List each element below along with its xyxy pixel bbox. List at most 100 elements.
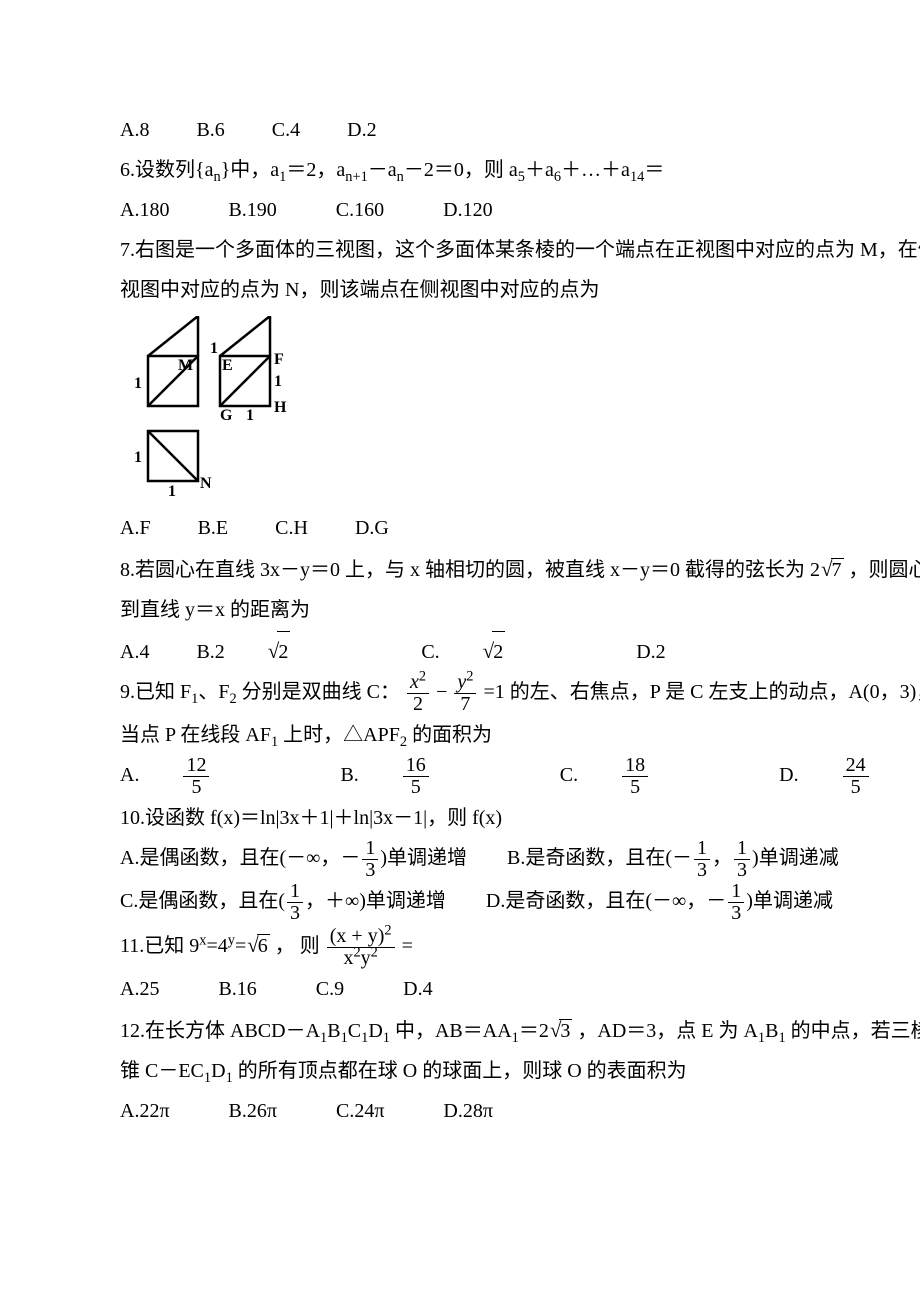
q6-sub7: 14	[630, 169, 644, 185]
q5-opt-d: D.2	[347, 110, 376, 150]
q6-opt-a: A.180	[120, 190, 169, 230]
q6-sub3: n+1	[345, 169, 368, 185]
q8-sqrt7: 7	[820, 548, 844, 590]
q8-opt-a: A.4	[120, 632, 149, 672]
q9-l2s2: 2	[400, 734, 407, 750]
q9-minus: −	[436, 681, 447, 703]
q9-opt-c: C.185	[560, 755, 732, 798]
q7-opt-d: D.G	[355, 508, 389, 548]
lbl-H: H	[274, 399, 287, 416]
lbl-N: N	[200, 475, 212, 492]
q9-options: A.125 B.165 C.185 D.245	[120, 755, 920, 798]
q10-opt-a: A.是偶函数，且在(－∞，－13)单调递增	[120, 838, 467, 881]
q5-opt-c: C.4	[272, 110, 300, 150]
q12-opt-a: A.22π	[120, 1091, 170, 1131]
q8-opt-b: B.22	[196, 630, 374, 672]
q8-opt-c: C.2	[421, 630, 589, 672]
q6-sub1: n	[213, 169, 220, 185]
q9-l2c: 的面积为	[407, 724, 492, 746]
q11-comma: ， 则	[270, 935, 325, 957]
q5-opt-a: A.8	[120, 110, 149, 150]
q7-opt-a: A.F	[120, 508, 151, 548]
q9-m2: 分别是双曲线 C：	[237, 681, 400, 703]
q9-frac2: y2 7	[454, 672, 476, 715]
q7-opt-c: C.H	[275, 508, 308, 548]
q8-line2: 到直线 y＝x 的距离为	[120, 590, 920, 630]
q7-options: A.F B.E C.H D.G	[120, 508, 920, 548]
q6-t3: ＝2，a	[286, 159, 345, 181]
q8-l1a: 8.若圆心在直线 3x－y＝0 上，与 x 轴相切的圆，被直线 x－y＝0 截得…	[120, 559, 820, 581]
q8-line1: 8.若圆心在直线 3x－y＝0 上，与 x 轴相切的圆，被直线 x－y＝0 截得…	[120, 548, 920, 590]
q7-diagram: 1 M 1 E F 1 H G 1 1 1 N	[120, 316, 310, 506]
lbl-1b: 1	[210, 340, 218, 357]
q6-opt-b: B.190	[228, 190, 276, 230]
q10-row2: C.是偶函数，且在(13，＋∞)单调递增 D.是奇函数，且在(－∞，－13)单调…	[120, 881, 920, 924]
q6-sub6: 6	[554, 169, 561, 185]
q6-t8: ＝	[644, 159, 664, 181]
q9-frac1: x2 2	[407, 672, 429, 715]
q9-l2b: 上时，△APF	[278, 724, 400, 746]
q9-line2: 当点 P 在线段 AF1 上时，△APF2 的面积为	[120, 715, 920, 755]
q9-line1: 9.已知 F1、F2 分别是双曲线 C： x2 2 − y2 7 =1 的左、右…	[120, 672, 920, 715]
q9-m1: 、F	[198, 681, 229, 703]
q12-sqrt: 3	[549, 1009, 573, 1051]
lbl-G: G	[220, 407, 233, 424]
q11-frac: (x + y)2 x2y2	[327, 926, 395, 969]
q6-t1: 6.设数列{a	[120, 159, 213, 181]
q12-opt-b: B.26π	[229, 1091, 277, 1131]
q9-l2a: 当点 P 在线段 AF	[120, 724, 271, 746]
q5-opt-b: B.6	[196, 110, 224, 150]
q11-sqrt: 6	[246, 924, 270, 966]
q11-pre: 11.已知 9	[120, 935, 199, 957]
lbl-1d: 1	[246, 407, 254, 424]
lbl-1a: 1	[134, 375, 142, 392]
lbl-1e: 1	[134, 449, 142, 466]
q12-pre: 12.在长方体 ABCD－A	[120, 1020, 320, 1042]
q11-eq1: =4	[206, 935, 227, 957]
q12-line2: 锥 C－EC1D1 的所有顶点都在球 O 的球面上，则球 O 的表面积为	[120, 1051, 920, 1091]
q10-row1: A.是偶函数，且在(－∞，－13)单调递增 B.是奇函数，且在(－13，13)单…	[120, 838, 920, 881]
q10-opt-b: B.是奇函数，且在(－13，13)单调递减	[507, 838, 839, 881]
q11-eq2: =	[235, 935, 246, 957]
q8-options: A.4 B.22 C.2 D.2	[120, 630, 920, 672]
lbl-1c: 1	[274, 373, 282, 390]
q9-opt-a: A.125	[120, 755, 293, 798]
q6-t6: ＋a	[525, 159, 554, 181]
q7-line1: 7.右图是一个多面体的三视图，这个多面体某条棱的一个端点在正视图中对应的点为 M…	[120, 230, 920, 270]
lbl-M: M	[178, 357, 193, 374]
q12-opt-c: C.24π	[336, 1091, 384, 1131]
q10-opt-c: C.是偶函数，且在(13，＋∞)单调递增	[120, 881, 446, 924]
q11-opt-a: A.25	[120, 969, 159, 1009]
q11-opt-c: C.9	[316, 969, 344, 1009]
q6-opt-d: D.120	[443, 190, 492, 230]
q11-eqend: =	[397, 935, 413, 957]
lbl-F: F	[274, 351, 284, 368]
q6-sub4: n	[397, 169, 404, 185]
q11-opt-d: D.4	[403, 969, 432, 1009]
q9-post: 的左、右焦点，P 是 C 左支上的动点，A(0，3)，	[505, 681, 920, 703]
q7-line2: 视图中对应的点为 N，则该端点在侧视图中对应的点为	[120, 270, 920, 310]
q6-t2: }中，a	[221, 159, 279, 181]
q11-opt-b: B.16	[218, 969, 256, 1009]
q9-eq: =1	[483, 681, 504, 703]
q11-sy: y	[228, 932, 235, 948]
q11-options: A.25 B.16 C.9 D.4	[120, 969, 920, 1009]
q10-opt-d: D.是奇函数，且在(－∞，－13)单调递减	[486, 881, 833, 924]
q6-opt-c: C.160	[336, 190, 384, 230]
q9-opt-b: B.165	[340, 755, 512, 798]
q6-t4: －a	[368, 159, 397, 181]
q12-options: A.22π B.26π C.24π D.28π	[120, 1091, 920, 1131]
lbl-E: E	[222, 357, 233, 374]
q9-opt-d: D.245	[779, 755, 920, 798]
q6-sub5: 5	[518, 169, 525, 185]
q9-s2: 2	[229, 691, 236, 707]
q6-t5: －2＝0，则 a	[404, 159, 518, 181]
q6-options: A.180 B.190 C.160 D.120	[120, 190, 920, 230]
lbl-1f: 1	[168, 483, 176, 500]
q6-stem: 6.设数列{an}中，a1＝2，an+1－an－2＝0，则 a5＋a6＋…＋a1…	[120, 150, 920, 190]
q12-opt-d: D.28π	[443, 1091, 493, 1131]
q7-opt-b: B.E	[198, 508, 229, 548]
q8-opt-d: D.2	[636, 632, 665, 672]
q5-options: A.8 B.6 C.4 D.2	[120, 110, 920, 150]
q10-stem: 10.设函数 f(x)＝ln|3x＋1|＋ln|3x－1|，则 f(x)	[120, 798, 920, 838]
